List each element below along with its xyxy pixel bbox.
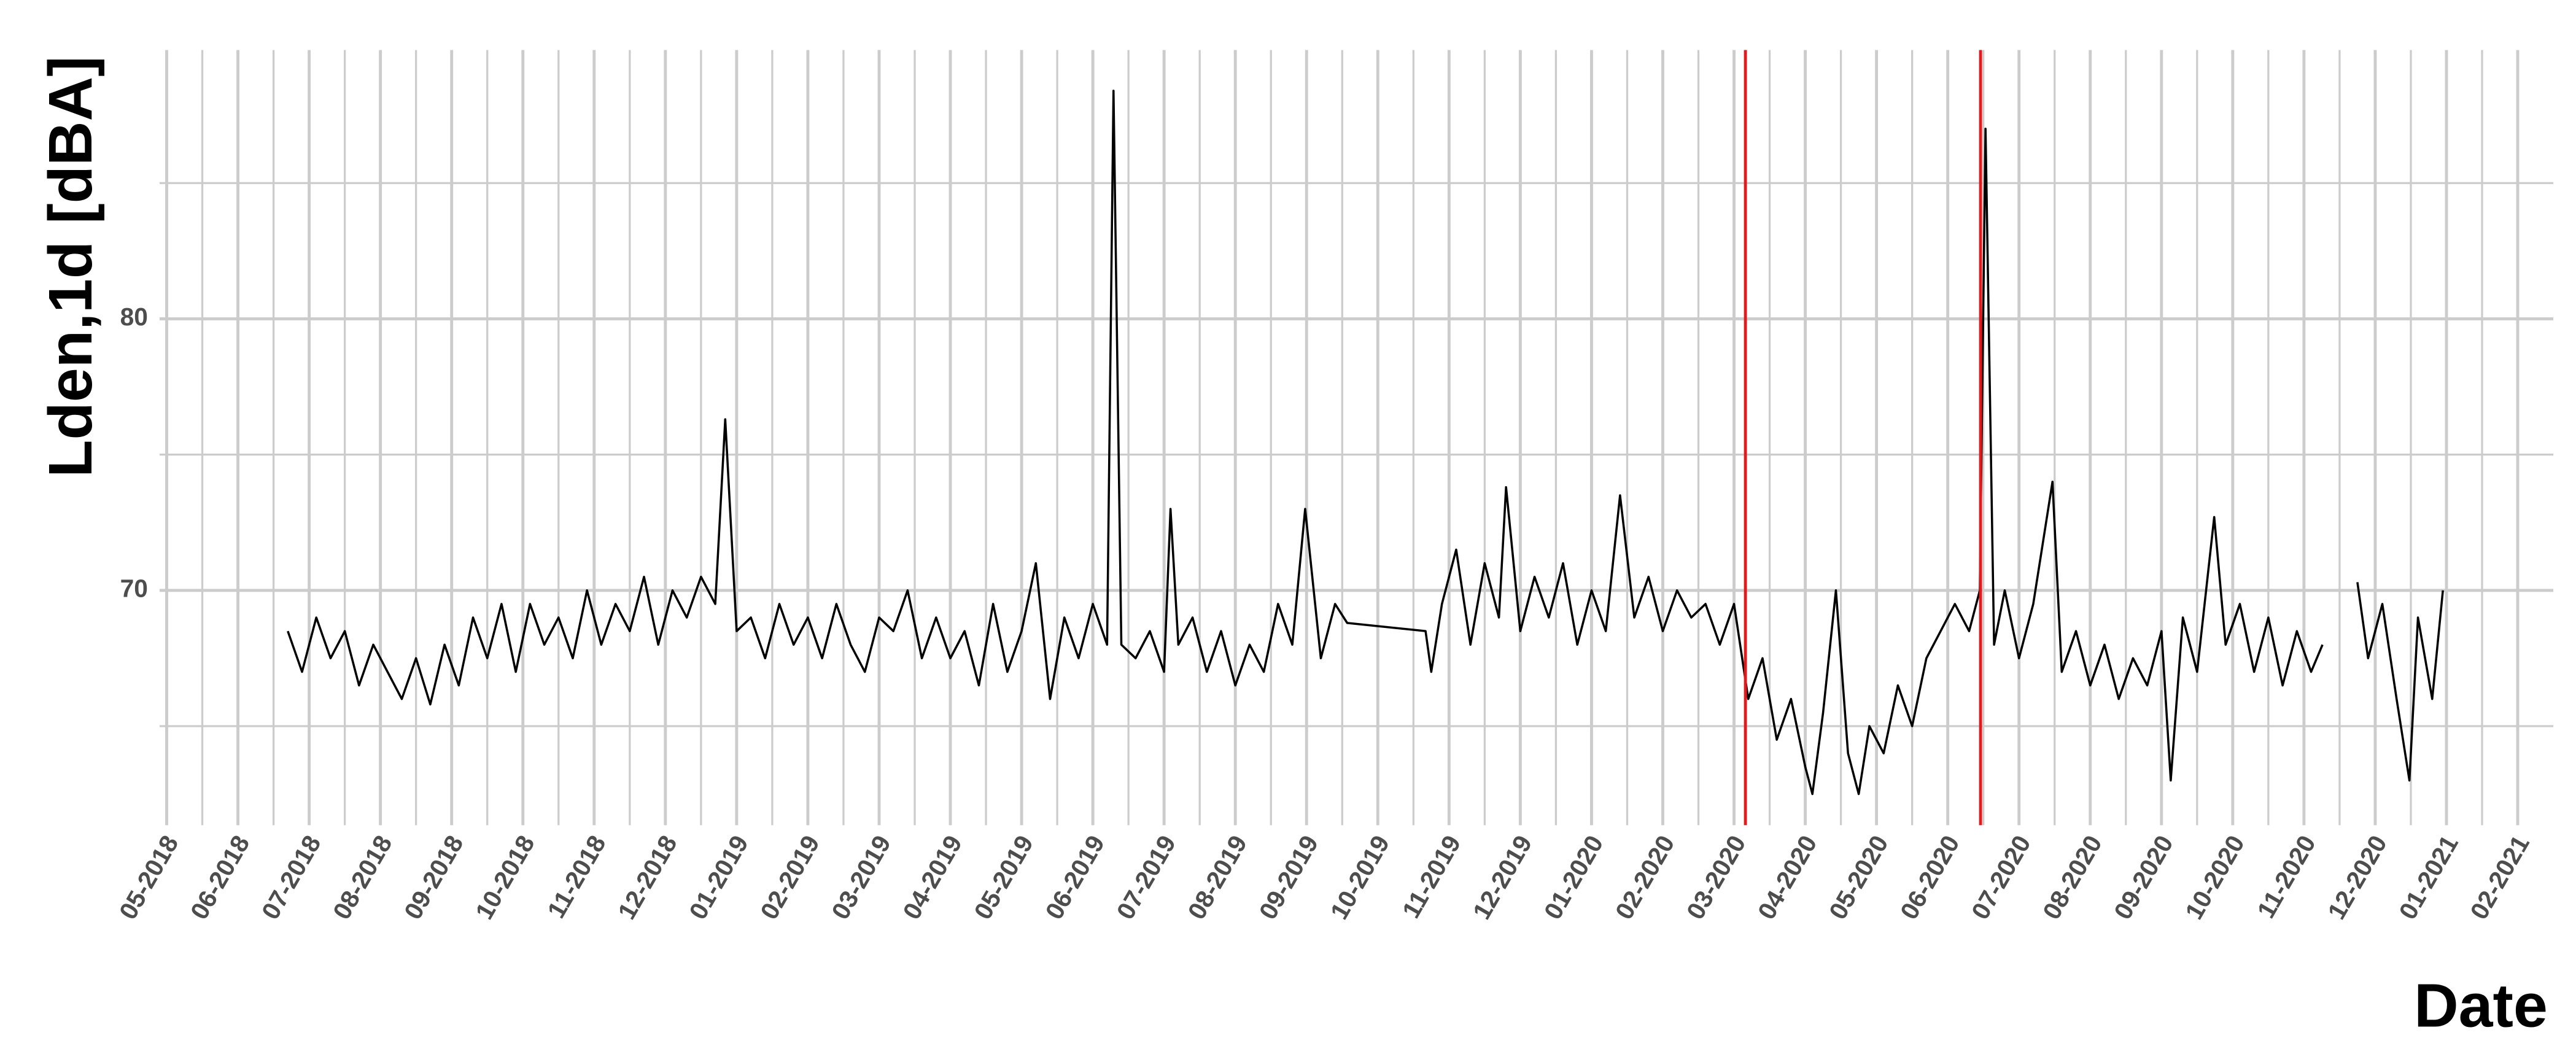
- grid: [159, 50, 2554, 826]
- x-tick-label: 08-2018: [327, 830, 398, 924]
- x-tick-label: 05-2019: [968, 830, 1039, 924]
- x-tick-label: 03-2019: [826, 830, 896, 924]
- x-tick-label: 07-2018: [256, 830, 327, 924]
- x-tick-label: 12-2018: [612, 830, 683, 924]
- x-tick-label: 11-2018: [541, 830, 611, 923]
- x-tick-label: 02-2021: [2464, 830, 2535, 924]
- x-tick-label: 06-2020: [1895, 830, 1965, 924]
- x-tick-label: 08-2019: [1182, 830, 1253, 924]
- x-tick-label: 11-2019: [1397, 830, 1466, 923]
- y-tick-label: 80: [120, 303, 148, 331]
- x-tick-label: 05-2020: [1823, 830, 1894, 924]
- data-line: [287, 90, 2444, 796]
- x-tick-label: 08-2020: [2037, 830, 2108, 924]
- x-tick-label: 06-2019: [1040, 830, 1111, 924]
- x-tick-label: 04-2020: [1752, 830, 1823, 924]
- x-tick-label: 04-2019: [897, 830, 968, 924]
- x-tick-label: 01-2021: [2393, 830, 2464, 924]
- x-tick-label: 01-2019: [683, 830, 754, 924]
- x-tick-label: 11-2020: [2251, 830, 2321, 923]
- x-tick-label: 10-2019: [1325, 830, 1395, 924]
- y-axis-title: Lden,1d [dBA]: [36, 56, 105, 477]
- x-tick-label: 05-2018: [114, 830, 184, 924]
- x-tick-label: 12-2019: [1467, 830, 1538, 924]
- x-tick-label: 09-2018: [398, 830, 469, 924]
- x-tick-label: 06-2018: [185, 830, 255, 924]
- x-tick-label: 10-2018: [470, 830, 540, 924]
- x-tick-label: 09-2019: [1254, 830, 1324, 924]
- x-tick-label: 02-2020: [1610, 830, 1680, 924]
- x-tick-label: 03-2020: [1681, 830, 1752, 924]
- x-tick-label: 07-2020: [1966, 830, 2036, 924]
- x-tick-label: 12-2020: [2322, 830, 2392, 924]
- x-tick-label: 10-2020: [2179, 830, 2250, 924]
- x-tick-label: 02-2019: [755, 830, 825, 924]
- x-tick-label: 01-2020: [1538, 830, 1609, 924]
- y-tick-label: 70: [120, 575, 148, 603]
- x-axis-title: Date: [2414, 971, 2548, 1040]
- x-tick-label: 07-2019: [1111, 830, 1182, 924]
- x-tick-label: 09-2020: [2108, 830, 2179, 924]
